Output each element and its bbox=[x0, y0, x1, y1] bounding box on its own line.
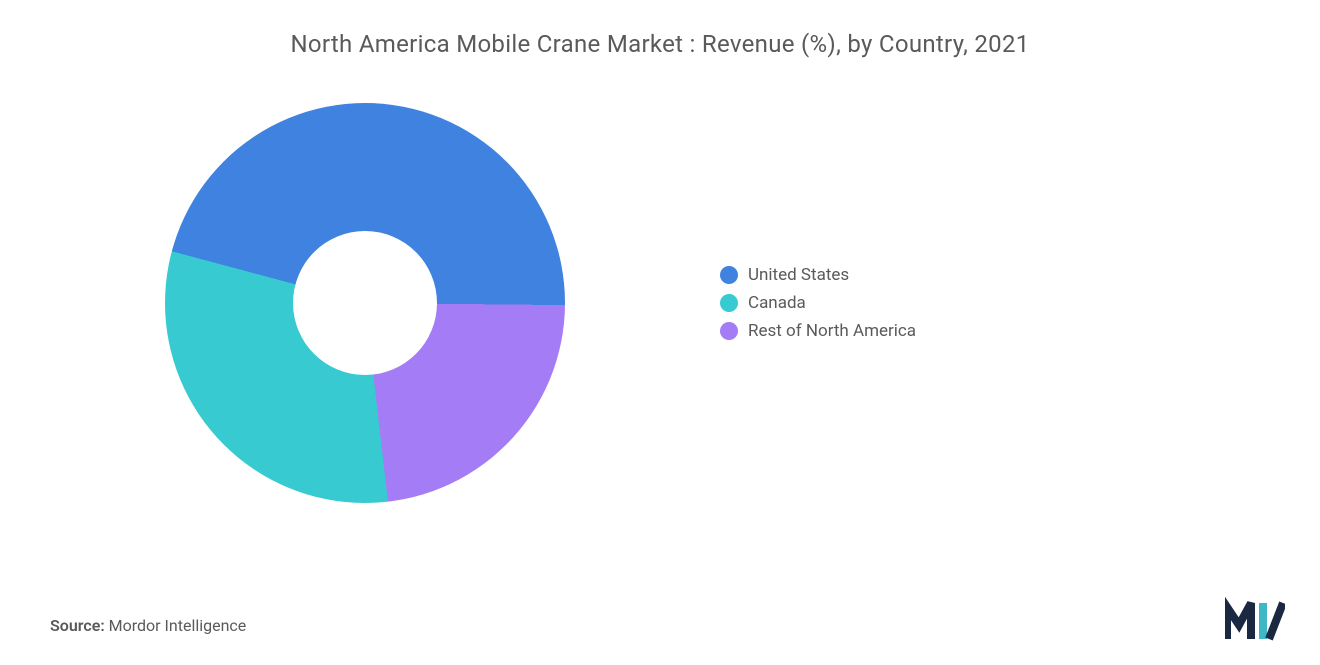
legend-dot-icon bbox=[720, 322, 738, 340]
legend-label: Rest of North America bbox=[748, 321, 916, 341]
chart-title: North America Mobile Crane Market : Reve… bbox=[0, 0, 1320, 58]
legend-label: Canada bbox=[748, 293, 806, 313]
donut-hole bbox=[293, 231, 437, 375]
legend-dot-icon bbox=[720, 266, 738, 284]
legend-item: Rest of North America bbox=[720, 321, 916, 341]
legend: United States Canada Rest of North America bbox=[720, 265, 916, 341]
source-attribution: Source: Mordor Intelligence bbox=[50, 616, 246, 635]
brand-logo bbox=[1225, 597, 1285, 645]
donut-chart bbox=[165, 103, 565, 503]
chart-container: United States Canada Rest of North America bbox=[0, 103, 1320, 503]
legend-item: United States bbox=[720, 265, 916, 285]
legend-label: United States bbox=[748, 265, 849, 285]
source-value: Mordor Intelligence bbox=[109, 616, 247, 635]
legend-dot-icon bbox=[720, 294, 738, 312]
source-label: Source: bbox=[50, 616, 105, 635]
legend-item: Canada bbox=[720, 293, 916, 313]
